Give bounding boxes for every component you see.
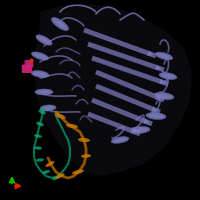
Ellipse shape xyxy=(46,161,54,167)
Ellipse shape xyxy=(54,20,66,28)
Ellipse shape xyxy=(40,105,56,111)
Ellipse shape xyxy=(38,90,50,94)
Ellipse shape xyxy=(34,54,46,58)
Ellipse shape xyxy=(154,92,174,100)
Ellipse shape xyxy=(42,106,54,110)
Polygon shape xyxy=(34,4,192,176)
Ellipse shape xyxy=(114,138,126,142)
Ellipse shape xyxy=(162,74,174,78)
Ellipse shape xyxy=(149,114,163,118)
Ellipse shape xyxy=(130,127,150,133)
Ellipse shape xyxy=(38,37,50,43)
Ellipse shape xyxy=(36,35,52,45)
Ellipse shape xyxy=(34,72,46,76)
Ellipse shape xyxy=(146,113,166,119)
Ellipse shape xyxy=(158,54,170,58)
Ellipse shape xyxy=(155,52,173,60)
Ellipse shape xyxy=(38,110,46,114)
Ellipse shape xyxy=(42,170,50,174)
FancyBboxPatch shape xyxy=(22,65,32,73)
Ellipse shape xyxy=(31,52,49,60)
Ellipse shape xyxy=(36,158,44,162)
Ellipse shape xyxy=(78,138,90,142)
Ellipse shape xyxy=(54,113,66,119)
Ellipse shape xyxy=(133,128,147,132)
Ellipse shape xyxy=(159,72,177,80)
Ellipse shape xyxy=(66,124,78,128)
Ellipse shape xyxy=(72,170,84,174)
Ellipse shape xyxy=(81,154,91,158)
Ellipse shape xyxy=(157,94,171,98)
Ellipse shape xyxy=(35,89,53,95)
Ellipse shape xyxy=(31,71,49,77)
Ellipse shape xyxy=(111,137,129,143)
FancyBboxPatch shape xyxy=(25,60,33,68)
Ellipse shape xyxy=(34,134,42,138)
Ellipse shape xyxy=(36,122,44,126)
Ellipse shape xyxy=(34,146,42,150)
Ellipse shape xyxy=(52,17,68,31)
Ellipse shape xyxy=(55,173,65,179)
Ellipse shape xyxy=(52,176,60,180)
